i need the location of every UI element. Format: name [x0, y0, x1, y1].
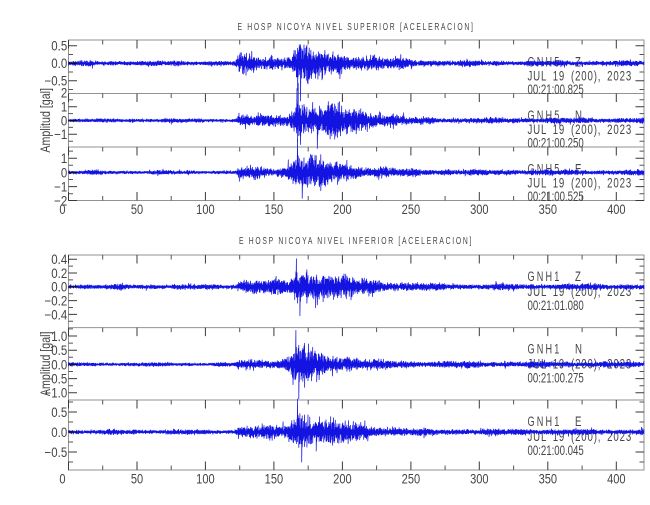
svg-text:−0.5: −0.5: [45, 445, 68, 460]
svg-text:−1: −1: [54, 180, 67, 195]
svg-text:Z: Z: [575, 270, 581, 285]
svg-text:Amplitud [gal]: Amplitud [gal]: [38, 88, 54, 153]
svg-text:JUL 19 (200), 2023: JUL 19 (200), 2023: [528, 285, 633, 300]
svg-text:0: 0: [61, 165, 67, 180]
svg-text:100: 100: [196, 202, 215, 217]
svg-text:2: 2: [61, 86, 67, 101]
svg-text:−0.5: −0.5: [45, 372, 68, 387]
svg-text:00:21:01.080: 00:21:01.080: [528, 299, 585, 314]
svg-text:N: N: [575, 109, 582, 124]
svg-text:00:21:00.275: 00:21:00.275: [528, 371, 584, 386]
svg-text:1: 1: [61, 151, 67, 166]
svg-text:0.0: 0.0: [51, 56, 67, 71]
svg-text:250: 250: [402, 471, 421, 486]
svg-text:0.0: 0.0: [51, 280, 67, 295]
svg-text:N: N: [575, 342, 582, 357]
svg-text:250: 250: [402, 202, 421, 217]
svg-text:0.5: 0.5: [51, 343, 67, 358]
svg-text:200: 200: [333, 202, 352, 217]
svg-text:300: 300: [470, 202, 489, 217]
svg-text:1.0: 1.0: [51, 329, 67, 344]
svg-text:100: 100: [196, 471, 215, 486]
svg-text:0.2: 0.2: [51, 266, 67, 281]
svg-text:00:21:00.045: 00:21:00.045: [528, 444, 584, 459]
svg-text:JUL 19 (200), 2023: JUL 19 (200), 2023: [528, 122, 633, 137]
svg-text:1: 1: [61, 100, 67, 115]
svg-text:150: 150: [265, 471, 284, 486]
svg-text:−2: −2: [54, 194, 67, 209]
svg-text:GNH1: GNH1: [528, 271, 562, 285]
svg-text:350: 350: [539, 471, 558, 486]
svg-text:0: 0: [61, 114, 67, 129]
svg-text:JUL 19 (200), 2023: JUL 19 (200), 2023: [528, 176, 633, 191]
svg-text:0.0: 0.0: [51, 357, 67, 372]
svg-text:50: 50: [131, 471, 143, 486]
svg-text:0.5: 0.5: [51, 39, 67, 54]
svg-text:00:21:00.825: 00:21:00.825: [528, 83, 584, 98]
svg-text:350: 350: [539, 202, 558, 217]
svg-text:GNH1: GNH1: [528, 343, 562, 357]
svg-text:Amplitud [gal]: Amplitud [gal]: [38, 332, 54, 397]
svg-text:E: E: [575, 415, 582, 430]
svg-text:0: 0: [59, 471, 65, 486]
svg-text:−0.4: −0.4: [45, 307, 68, 322]
svg-text:00:21:00.525: 00:21:00.525: [528, 190, 584, 205]
svg-text:300: 300: [470, 471, 489, 486]
svg-text:00:21:00.250: 00:21:00.250: [528, 136, 585, 151]
svg-text:400: 400: [607, 202, 626, 217]
svg-text:0.0: 0.0: [51, 425, 67, 440]
svg-text:0.5: 0.5: [51, 405, 67, 420]
svg-text:−0.2: −0.2: [45, 294, 68, 309]
svg-text:150: 150: [265, 202, 284, 217]
svg-text:0.4: 0.4: [51, 252, 67, 267]
svg-text:50: 50: [131, 202, 143, 217]
svg-text:−1.0: −1.0: [45, 386, 68, 401]
svg-text:200: 200: [333, 471, 352, 486]
svg-text:0: 0: [59, 202, 65, 217]
svg-text:JUL 19 (200), 2023: JUL 19 (200), 2023: [528, 69, 633, 84]
svg-text:JUL 19 (200), 2023: JUL 19 (200), 2023: [528, 430, 633, 445]
svg-text:E HOSP NICOYA NIVEL INFERIOR [: E HOSP NICOYA NIVEL INFERIOR [ACELERACIO…: [239, 235, 473, 247]
svg-text:−1: −1: [54, 127, 67, 142]
svg-text:GNH1: GNH1: [528, 416, 562, 430]
svg-text:400: 400: [607, 471, 626, 486]
svg-text:E: E: [575, 162, 582, 177]
svg-text:−0.5: −0.5: [45, 74, 68, 89]
svg-text:E HOSP NICOYA NIVEL SUPERIOR [: E HOSP NICOYA NIVEL SUPERIOR [ACELERACIO…: [237, 21, 474, 33]
